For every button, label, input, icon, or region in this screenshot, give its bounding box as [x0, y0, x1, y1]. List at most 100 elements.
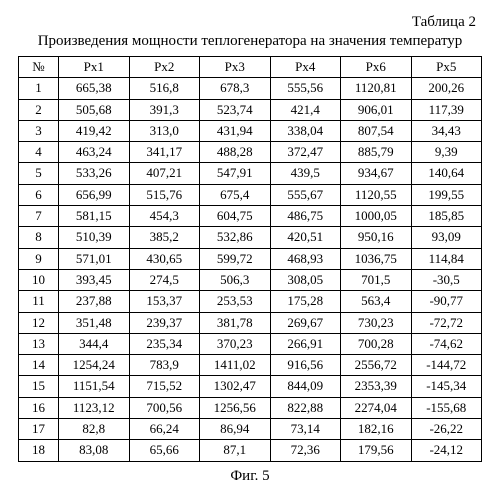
table-cell: 1000,05: [341, 206, 412, 227]
table-cell: 10: [19, 269, 59, 290]
table-cell: 12: [19, 312, 59, 333]
col-px6: Px6: [341, 57, 412, 78]
table-cell: 6: [19, 184, 59, 205]
table-cell: 351,48: [59, 312, 130, 333]
table-cell: 505,68: [59, 99, 130, 120]
table-cell: 153,37: [129, 291, 200, 312]
table-cell: 515,76: [129, 184, 200, 205]
table-cell: 17: [19, 419, 59, 440]
table-cell: 1: [19, 78, 59, 99]
table-cell: -145,34: [411, 376, 482, 397]
table-row: 7581,15454,3604,75486,751000,05185,85: [19, 206, 482, 227]
table-cell: 1036,75: [341, 248, 412, 269]
table-row: 151151,54715,521302,47844,092353,39-145,…: [19, 376, 482, 397]
table-cell: 15: [19, 376, 59, 397]
table-title: Произведения мощности теплогенератора на…: [18, 33, 482, 50]
table-cell: 486,75: [270, 206, 341, 227]
table-cell: -24,12: [411, 440, 482, 461]
table-cell: -26,22: [411, 419, 482, 440]
table-cell: 2556,72: [341, 355, 412, 376]
table-row: 13344,4235,34370,23266,91700,28-74,62: [19, 333, 482, 354]
table-cell: 488,28: [200, 142, 271, 163]
table-cell: 266,91: [270, 333, 341, 354]
table-cell: 11: [19, 291, 59, 312]
table-cell: 179,56: [341, 440, 412, 461]
table-cell: 18: [19, 440, 59, 461]
table-cell: 1123,12: [59, 397, 130, 418]
table-cell: 431,94: [200, 120, 271, 141]
table-cell: 140,64: [411, 163, 482, 184]
col-px5: Px5: [411, 57, 482, 78]
table-cell: 83,08: [59, 440, 130, 461]
table-cell: 16: [19, 397, 59, 418]
table-cell: 421,4: [270, 99, 341, 120]
col-px3: Px3: [200, 57, 271, 78]
table-row: 12351,48239,37381,78269,67730,23-72,72: [19, 312, 482, 333]
table-cell: 308,05: [270, 269, 341, 290]
table-row: 1782,866,2486,9473,14182,16-26,22: [19, 419, 482, 440]
table-cell: 807,54: [341, 120, 412, 141]
table-cell: 2274,04: [341, 397, 412, 418]
table-header-row: № Px1 Px2 Px3 Px4 Px6 Px5: [19, 57, 482, 78]
table-cell: 391,3: [129, 99, 200, 120]
table-cell: 9,39: [411, 142, 482, 163]
table-cell: 506,3: [200, 269, 271, 290]
table-cell: -30,5: [411, 269, 482, 290]
table-row: 1665,38516,8678,3555,561120,81200,26: [19, 78, 482, 99]
table-cell: 1256,56: [200, 397, 271, 418]
table-cell: -155,68: [411, 397, 482, 418]
data-table: № Px1 Px2 Px3 Px4 Px6 Px5 1665,38516,867…: [18, 56, 482, 462]
table-row: 9571,01430,65599,72468,931036,75114,84: [19, 248, 482, 269]
table-cell: 581,15: [59, 206, 130, 227]
table-row: 5533,26407,21547,91439,5934,67140,64: [19, 163, 482, 184]
table-cell: 200,26: [411, 78, 482, 99]
col-px2: Px2: [129, 57, 200, 78]
table-cell: 175,28: [270, 291, 341, 312]
table-cell: 532,86: [200, 227, 271, 248]
table-cell: 1254,24: [59, 355, 130, 376]
table-cell: 73,14: [270, 419, 341, 440]
table-cell: 701,5: [341, 269, 412, 290]
table-cell: 916,56: [270, 355, 341, 376]
table-body: 1665,38516,8678,3555,561120,81200,262505…: [19, 78, 482, 461]
table-cell: 313,0: [129, 120, 200, 141]
table-cell: 730,23: [341, 312, 412, 333]
table-cell: 86,94: [200, 419, 271, 440]
table-cell: 381,78: [200, 312, 271, 333]
table-row: 6656,99515,76675,4555,671120,55199,55: [19, 184, 482, 205]
table-cell: 533,26: [59, 163, 130, 184]
table-cell: 715,52: [129, 376, 200, 397]
table-cell: 338,04: [270, 120, 341, 141]
table-cell: 604,75: [200, 206, 271, 227]
table-cell: -72,72: [411, 312, 482, 333]
table-cell: 700,28: [341, 333, 412, 354]
table-cell: 82,8: [59, 419, 130, 440]
table-cell: 885,79: [341, 142, 412, 163]
table-cell: 65,66: [129, 440, 200, 461]
table-cell: 844,09: [270, 376, 341, 397]
col-px1: Px1: [59, 57, 130, 78]
table-cell: 419,42: [59, 120, 130, 141]
table-cell: 1302,47: [200, 376, 271, 397]
table-cell: 555,56: [270, 78, 341, 99]
table-row: 11237,88153,37253,53175,28563,4-90,77: [19, 291, 482, 312]
table-cell: 420,51: [270, 227, 341, 248]
table-cell: 463,24: [59, 142, 130, 163]
table-cell: 9: [19, 248, 59, 269]
table-cell: 2: [19, 99, 59, 120]
table-cell: 182,16: [341, 419, 412, 440]
table-cell: 341,17: [129, 142, 200, 163]
table-cell: 678,3: [200, 78, 271, 99]
table-cell: 7: [19, 206, 59, 227]
table-cell: 72,36: [270, 440, 341, 461]
figure-label: Фиг. 5: [18, 468, 482, 485]
table-cell: 822,88: [270, 397, 341, 418]
table-row: 10393,45274,5506,3308,05701,5-30,5: [19, 269, 482, 290]
table-cell: 385,2: [129, 227, 200, 248]
table-cell: 555,67: [270, 184, 341, 205]
table-cell: 239,37: [129, 312, 200, 333]
table-cell: 571,01: [59, 248, 130, 269]
table-cell: 950,16: [341, 227, 412, 248]
table-cell: 274,5: [129, 269, 200, 290]
table-cell: 439,5: [270, 163, 341, 184]
